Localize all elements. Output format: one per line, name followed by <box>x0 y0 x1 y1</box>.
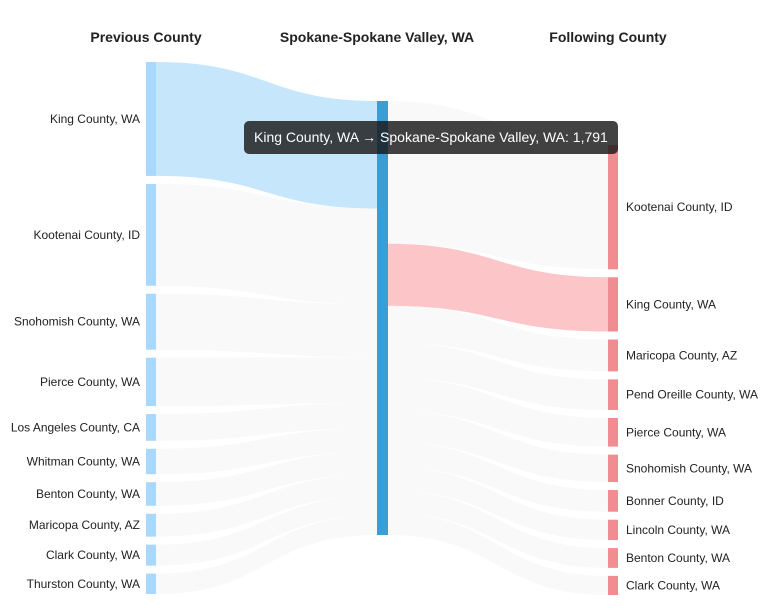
label-following-kootenai-county-id: Kootenai County, ID <box>626 200 733 214</box>
link-in-whitman-county-wa[interactable] <box>156 428 377 475</box>
link-out-maricopa-county-az[interactable] <box>387 305 608 372</box>
label-following-clark-county-wa: Clark County, WA <box>626 578 720 592</box>
label-following-king-county-wa: King County, WA <box>626 297 716 311</box>
label-previous-king-county-wa: King County, WA <box>50 112 140 126</box>
link-in-pierce-county-wa[interactable] <box>156 357 377 407</box>
label-previous-clark-county-wa: Clark County, WA <box>46 548 140 562</box>
header-previous-county: Previous County <box>90 29 201 45</box>
node-following-bonner-county-id[interactable] <box>608 490 618 512</box>
node-previous-maricopa-county-az[interactable] <box>146 513 156 537</box>
label-previous-benton-county-wa: Benton County, WA <box>36 487 140 501</box>
node-following-lincoln-county-wa[interactable] <box>608 519 618 541</box>
label-previous-thurston-county-wa: Thurston County, WA <box>27 577 140 591</box>
label-previous-whitman-county-wa: Whitman County, WA <box>27 454 140 468</box>
node-following-benton-county-wa[interactable] <box>608 548 618 568</box>
label-following-pierce-county-wa: Pierce County, WA <box>626 425 726 439</box>
link-out-benton-county-wa[interactable] <box>387 490 608 568</box>
link-in-snohomish-county-wa[interactable] <box>156 293 377 358</box>
label-following-lincoln-county-wa: Lincoln County, WA <box>626 523 730 537</box>
node-previous-clark-county-wa[interactable] <box>146 544 156 566</box>
node-following-kootenai-county-id[interactable] <box>608 145 618 270</box>
node-previous-benton-county-wa[interactable] <box>146 482 156 506</box>
nodes-group <box>146 62 618 595</box>
link-out-snohomish-county-wa[interactable] <box>387 410 608 483</box>
node-following-pierce-county-wa[interactable] <box>608 417 618 447</box>
labels-group: King County, WA Kootenai County, ID Snohom… <box>11 112 758 592</box>
node-previous-thurston-county-wa[interactable] <box>146 573 156 594</box>
node-following-snohomish-county-wa[interactable] <box>608 454 618 483</box>
label-previous-pierce-county-wa: Pierce County, WA <box>40 375 140 389</box>
label-previous-snohomish-county-wa: Snohomish County, WA <box>14 315 140 329</box>
node-previous-los-angeles-county-ca[interactable] <box>146 414 156 441</box>
link-out-pend-oreille-county-wa[interactable] <box>387 342 608 410</box>
link-in-maricopa-county-az[interactable] <box>156 474 377 537</box>
link-in-benton-county-wa[interactable] <box>156 452 377 506</box>
tooltip: King County, WA → Spokane-Spokane Valley… <box>244 121 618 154</box>
label-following-bonner-county-id: Bonner County, ID <box>626 494 724 508</box>
label-following-snohomish-county-wa: Snohomish County, WA <box>626 461 752 475</box>
node-following-maricopa-county-az[interactable] <box>608 339 618 372</box>
node-previous-king-county-wa[interactable] <box>146 62 156 176</box>
node-center[interactable] <box>377 101 388 535</box>
link-out-bonner-county-id[interactable] <box>387 442 608 512</box>
label-following-benton-county-wa: Benton County, WA <box>626 551 730 565</box>
label-following-pend-oreille-county-wa: Pend Oreille County, WA <box>626 388 758 402</box>
label-following-maricopa-county-az: Maricopa County, AZ <box>626 348 737 362</box>
node-following-pend-oreille-county-wa[interactable] <box>608 379 618 410</box>
node-previous-pierce-county-wa[interactable] <box>146 357 156 407</box>
link-in-thurston-county-wa[interactable] <box>156 515 377 594</box>
node-following-king-county-wa[interactable] <box>608 277 618 332</box>
link-in-los-angeles-county-ca[interactable] <box>156 402 377 441</box>
node-previous-whitman-county-wa[interactable] <box>146 448 156 475</box>
label-previous-los-angeles-county-ca: Los Angeles County, CA <box>11 420 140 434</box>
header-following-county: Following County <box>549 29 667 45</box>
header-center-county: Spokane-Spokane Valley, WA <box>280 29 474 45</box>
node-previous-snohomish-county-wa[interactable] <box>146 293 156 350</box>
link-out-pierce-county-wa[interactable] <box>387 377 608 447</box>
link-out-clark-county-wa[interactable] <box>387 513 608 595</box>
link-out-king-county-wa[interactable] <box>387 243 608 332</box>
node-previous-kootenai-county-id[interactable] <box>146 183 156 286</box>
label-previous-kootenai-county-id: Kootenai County, ID <box>33 228 140 242</box>
link-in-clark-county-wa[interactable] <box>156 495 377 566</box>
link-out-lincoln-county-wa[interactable] <box>387 466 608 541</box>
label-previous-maricopa-county-az: Maricopa County, AZ <box>29 518 140 532</box>
node-following-clark-county-wa[interactable] <box>608 575 618 595</box>
link-in-kootenai-county-id[interactable] <box>156 183 377 305</box>
